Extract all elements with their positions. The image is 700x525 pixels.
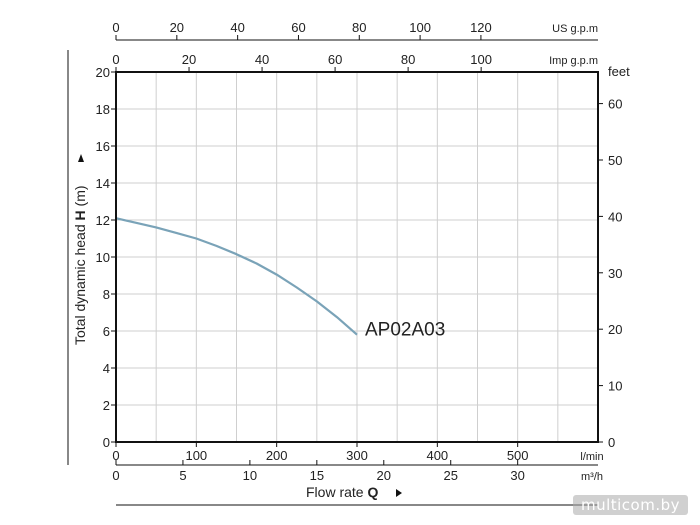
y-right-tick-label: 0 <box>608 435 615 450</box>
x-imp-gpm-tick-label: 80 <box>401 52 415 67</box>
series-label: AP02A03 <box>365 320 445 341</box>
x-lmin-tick-label: 400 <box>426 448 448 463</box>
y-tick-label: 2 <box>103 398 110 413</box>
x-lmin-unit-label: l/min <box>580 451 603 463</box>
x-us-gpm-tick-label: 20 <box>170 20 184 35</box>
x-lmin-tick-label: 300 <box>346 448 368 463</box>
x-imp-gpm-tick-label: 0 <box>112 52 119 67</box>
watermark: multicom.by <box>572 495 688 515</box>
y-tick-label: 10 <box>96 250 110 265</box>
y-right-tick-label: 10 <box>608 379 622 394</box>
x-axis-title-symbol: Q <box>367 484 378 500</box>
series-layer: AP02A03 <box>115 217 445 341</box>
x-us-gpm-tick-label: 0 <box>112 20 119 35</box>
y-tick-label: 16 <box>96 139 110 154</box>
y-right-tick-label: 50 <box>608 153 622 168</box>
y-tick-label: 20 <box>96 65 110 80</box>
axes-layer <box>67 50 599 506</box>
y-axis-title-unit: (m) <box>72 185 88 210</box>
y-tick-label: 8 <box>103 287 110 302</box>
x-axis-title: Flow rate Q <box>306 484 378 500</box>
y-axis-title-text: Total dynamic head <box>72 220 88 345</box>
x-axis-arrow-icon <box>396 489 402 497</box>
y-right-tick-label: 30 <box>608 266 622 281</box>
x-imp-gpm-tick-label: 20 <box>182 52 196 67</box>
y-tick-label: 0 <box>103 435 110 450</box>
series-line <box>115 217 358 336</box>
x-m3h-tick-label: 30 <box>510 468 524 483</box>
y-right-unit-label: feet <box>608 64 630 79</box>
y-tick-label: 14 <box>96 176 110 191</box>
y-tick-label: 4 <box>103 361 110 376</box>
x-us-gpm-tick-label: 40 <box>230 20 244 35</box>
x-imp-gpm-tick-label: 100 <box>470 52 492 67</box>
y-right-tick-label: 40 <box>608 209 622 224</box>
grid-layer <box>116 72 598 442</box>
x-axis-title-text: Flow rate <box>306 484 367 500</box>
x-lmin-tick-label: 500 <box>507 448 529 463</box>
y-right-tick-label: 60 <box>608 97 622 112</box>
y-axis-title-symbol: H <box>72 210 88 220</box>
x-lmin-tick-label: 100 <box>185 448 207 463</box>
y-tick-label: 12 <box>96 213 110 228</box>
x-us-gpm-tick-label: 80 <box>352 20 366 35</box>
x-us-gpm-unit-label: US g.p.m <box>552 23 598 35</box>
y-axis-arrow-icon <box>78 154 84 162</box>
y-axis-title: Total dynamic head H (m) <box>72 185 88 345</box>
x-lmin-tick-label: 0 <box>112 448 119 463</box>
x-m3h-tick-label: 15 <box>310 468 324 483</box>
x-lmin-tick-label: 200 <box>266 448 288 463</box>
y-tick-label: 6 <box>103 324 110 339</box>
x-us-gpm-tick-label: 60 <box>291 20 305 35</box>
x-m3h-tick-label: 20 <box>377 468 391 483</box>
x-imp-gpm-tick-label: 40 <box>255 52 269 67</box>
y-tick-label: 18 <box>96 102 110 117</box>
x-us-gpm-tick-label: 100 <box>409 20 431 35</box>
x-imp-gpm-tick-label: 60 <box>328 52 342 67</box>
x-m3h-tick-label: 5 <box>179 468 186 483</box>
x-m3h-tick-label: 0 <box>112 468 119 483</box>
x-m3h-tick-label: 25 <box>443 468 457 483</box>
x-m3h-tick-label: 10 <box>243 468 257 483</box>
x-m3h-unit-label: m³/h <box>581 471 603 483</box>
x-us-gpm-tick-label: 120 <box>470 20 492 35</box>
x-imp-gpm-unit-label: Imp g.p.m <box>549 55 598 67</box>
y-right-tick-label: 20 <box>608 322 622 337</box>
